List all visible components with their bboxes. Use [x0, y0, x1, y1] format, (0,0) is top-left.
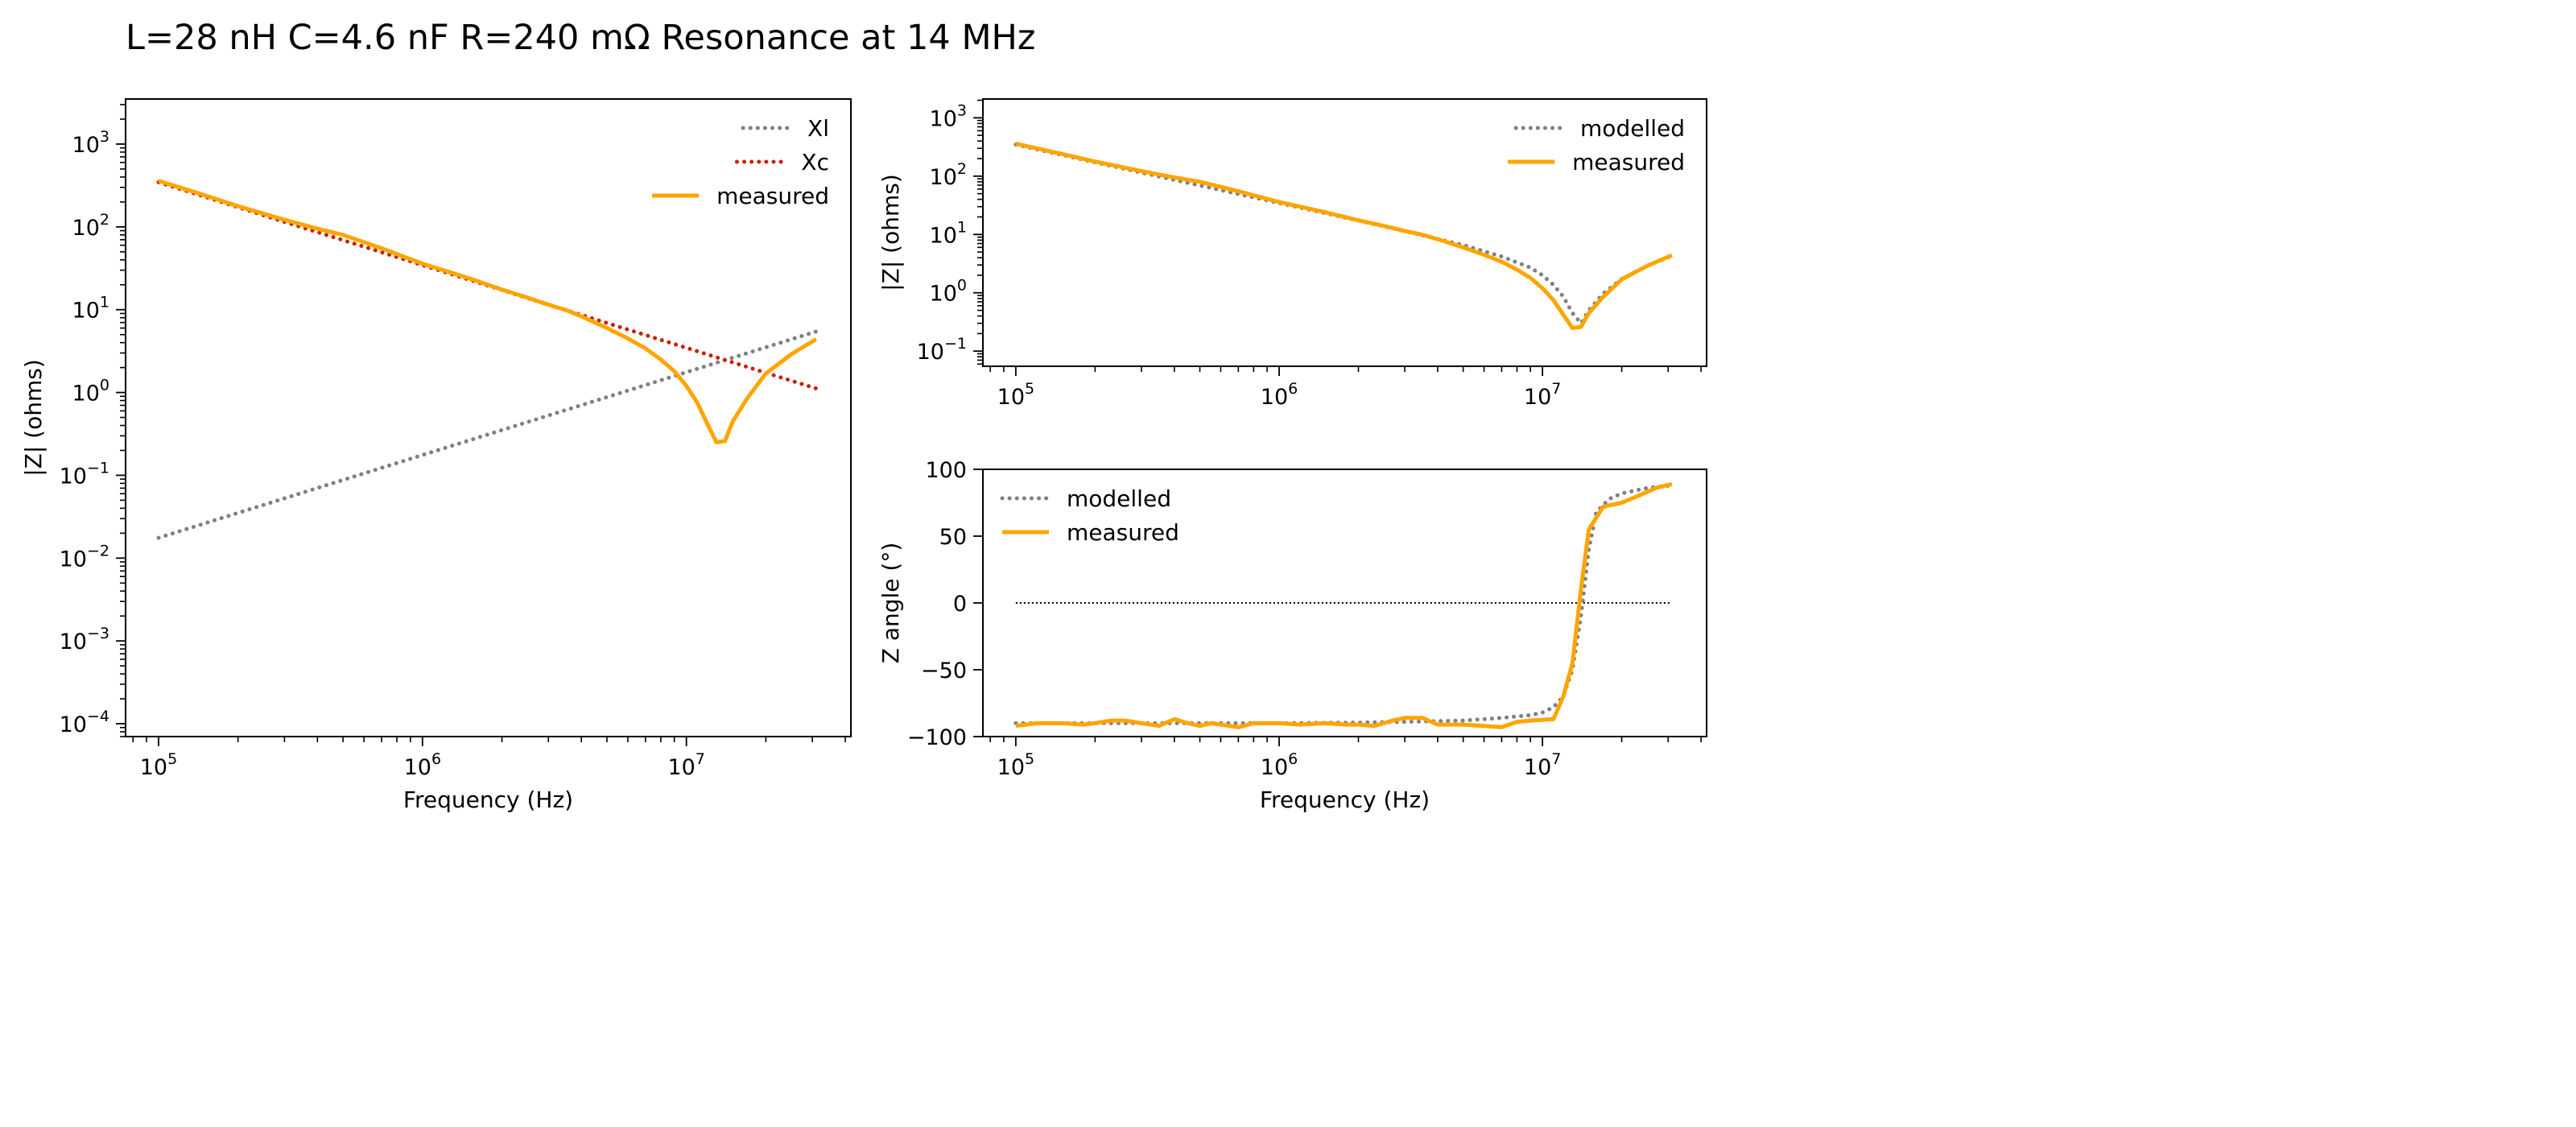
legend-label: Xl — [807, 115, 829, 142]
legend: modelled measured — [1000, 485, 1179, 546]
x-tick-label: 107 — [1524, 380, 1561, 410]
series-group — [156, 179, 819, 540]
y-tick-label: 100 — [72, 377, 109, 407]
y-tick-label: 103 — [72, 128, 109, 158]
y-tick-label: 102 — [930, 160, 967, 190]
x-axis-label: Frequency (Hz) — [1260, 786, 1430, 813]
minor-ticks — [120, 104, 846, 742]
series-measured-line — [1015, 481, 1673, 729]
series-xl-line — [156, 329, 819, 540]
y-tick-label: 102 — [72, 211, 109, 241]
axes-frame — [125, 98, 852, 737]
minor-ticks — [989, 737, 1702, 742]
x-tick-label: 106 — [1261, 750, 1298, 780]
series-group — [1013, 481, 1674, 729]
y-tick-label: 103 — [930, 101, 967, 131]
legend-label: measured — [1067, 519, 1179, 546]
axes-frame — [982, 469, 1707, 737]
y-tick-label: 10−1 — [60, 459, 109, 489]
y-tick-label: −100 — [907, 725, 967, 750]
x-tick-label: 105 — [997, 380, 1034, 410]
y-axis-label: |Z| (ohms) — [20, 359, 47, 477]
y-tick-label: 10−3 — [60, 625, 109, 654]
legend-label: measured — [716, 183, 829, 209]
x-tick-label: 107 — [1524, 750, 1561, 780]
minor-ticks — [977, 99, 1702, 372]
x-tick-label: 105 — [997, 750, 1034, 780]
x-tick-label: 106 — [1261, 380, 1298, 410]
chart-phase: 105 106 107 −100 −50 0 50 100 Frequency (Hz) Z an… — [877, 458, 1707, 813]
axes-frame — [982, 98, 1707, 367]
x-tick-label: 105 — [140, 750, 177, 780]
y-tick-label: 0 — [953, 592, 967, 617]
chart-components: 105 106 107 10−4 10−3 10−2 10−1 100 101 102 103 Fre… — [20, 98, 852, 813]
legend-label: modelled — [1067, 485, 1171, 512]
y-tick-label: −50 — [921, 658, 967, 683]
series-measured-line — [158, 179, 818, 444]
series-measured-line — [1015, 142, 1673, 330]
series-group — [1013, 142, 1674, 330]
x-axis-label: Frequency (Hz) — [403, 786, 573, 813]
x-tick-label: 106 — [404, 750, 441, 780]
legend-label: measured — [1572, 149, 1685, 175]
y-tick-label: 10−4 — [60, 708, 109, 737]
y-tick-label: 50 — [939, 525, 967, 550]
x-tick-label: 107 — [667, 750, 704, 780]
legend: modelled measured — [1508, 115, 1685, 175]
chart-magnitude: 105 106 107 10−1 100 101 102 103 |Z| (ohms) model… — [877, 98, 1707, 410]
y-tick-label: 10−2 — [60, 542, 109, 572]
figure-title: L=28 nH C=4.6 nF R=240 mΩ Resonance at 1… — [126, 18, 1035, 58]
y-axis-label: |Z| (ohms) — [877, 174, 904, 291]
legend-label: Xc — [801, 149, 829, 175]
y-axis-label: Z angle (°) — [877, 543, 904, 664]
legend-label: modelled — [1580, 115, 1685, 142]
y-tick-label: 10−1 — [917, 335, 967, 365]
legend: Xl Xc measured — [652, 115, 829, 209]
y-tick-label: 100 — [930, 277, 967, 307]
y-tick-label: 100 — [925, 458, 967, 483]
y-tick-label: 101 — [930, 218, 967, 248]
y-tick-label: 101 — [72, 294, 109, 324]
